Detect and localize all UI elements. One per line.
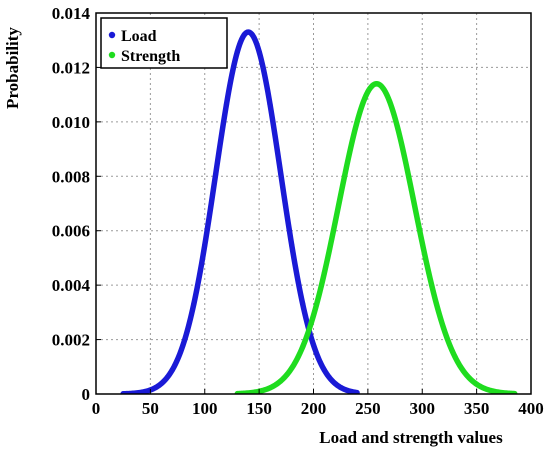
- data-point-load: [234, 49, 240, 55]
- data-point-strength: [278, 378, 284, 384]
- data-point-load: [169, 367, 175, 373]
- data-point-load: [267, 101, 273, 107]
- data-point-load: [213, 171, 219, 178]
- data-point-strength: [474, 381, 480, 387]
- data-point-load: [289, 242, 295, 248]
- data-point-strength: [452, 354, 458, 360]
- legend-marker-strength: [108, 51, 116, 59]
- data-point-strength: [373, 81, 380, 87]
- y-tick-label: 0: [82, 385, 91, 404]
- legend-marker-load: [108, 31, 116, 39]
- data-point-load: [191, 301, 197, 307]
- series-line-strength: [234, 81, 518, 394]
- data-point-strength: [495, 389, 501, 394]
- data-point-strength: [408, 187, 414, 193]
- y-tick-label: 0.014: [52, 4, 91, 23]
- data-point-load: [354, 390, 360, 394]
- data-point-load: [300, 301, 306, 307]
- legend-label-load: Load: [121, 28, 157, 45]
- y-tick-label: 0.002: [52, 331, 90, 350]
- series-layer: [120, 29, 518, 394]
- legend: Load Strength: [100, 17, 228, 69]
- ticks: 0 50 100 150 200 250 300 350 400 0 0.002 0.004 0.006…: [52, 4, 544, 418]
- x-tick-label: 200: [301, 399, 327, 418]
- data-point-strength: [343, 166, 349, 172]
- data-point-load: [256, 49, 262, 55]
- y-tick-label: 0.010: [52, 113, 90, 132]
- x-tick-label: 150: [246, 399, 272, 418]
- y-tick-label: 0.012: [52, 58, 90, 77]
- data-point-strength: [365, 89, 371, 95]
- data-point-load: [158, 381, 164, 387]
- x-axis-title: Load and strength values: [319, 428, 503, 447]
- data-point-load: [223, 101, 230, 107]
- legend-label-strength: Strength: [121, 48, 180, 65]
- series-strength: [234, 81, 518, 394]
- x-tick-label: 300: [410, 399, 436, 418]
- x-tick-label: 400: [518, 399, 544, 418]
- grid: [96, 13, 531, 394]
- data-point-strength: [512, 390, 518, 394]
- data-point-load: [343, 387, 349, 393]
- y-tick-label: 0.008: [52, 167, 90, 186]
- data-point-strength: [300, 344, 306, 350]
- data-point-load: [321, 367, 327, 373]
- x-tick-label: 0: [92, 399, 101, 418]
- series-load: [120, 29, 360, 394]
- y-axis-title: Probability: [3, 27, 22, 109]
- x-tick-label: 50: [142, 399, 159, 418]
- legend-box: [100, 17, 228, 69]
- y-tick-label: 0.004: [52, 276, 91, 295]
- data-point-load: [245, 29, 251, 35]
- x-tick-label: 250: [355, 399, 381, 418]
- data-point-load: [202, 242, 208, 248]
- data-point-strength: [321, 270, 327, 276]
- x-tick-label: 100: [192, 399, 218, 418]
- y-tick-label: 0.006: [52, 222, 90, 241]
- data-point-load: [278, 171, 284, 178]
- data-point-load: [310, 342, 317, 348]
- data-point-load: [136, 390, 143, 394]
- data-point-strength: [387, 98, 393, 105]
- x-tick-label: 350: [464, 399, 490, 418]
- data-point-strength: [430, 288, 436, 294]
- data-point-load: [180, 342, 186, 348]
- data-point-load: [332, 381, 338, 387]
